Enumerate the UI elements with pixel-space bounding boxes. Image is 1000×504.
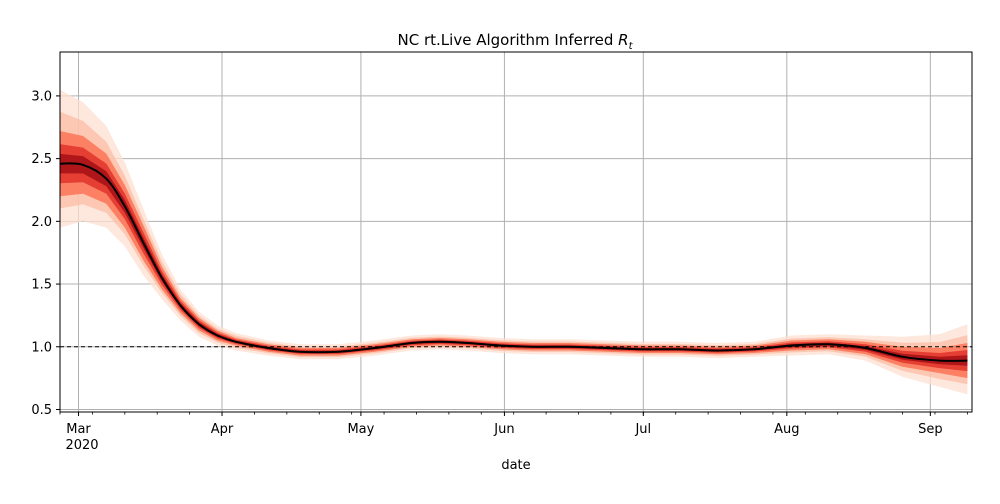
y-tick-label: 2.5 xyxy=(31,152,52,167)
x-axis: Mar Apr May Jun Jul Aug Sep xyxy=(59,412,968,437)
plot-frame xyxy=(59,51,973,413)
x-tick-label: Mar xyxy=(66,422,91,437)
y-tick-label: 0.5 xyxy=(31,403,52,418)
x-tick-label: Apr xyxy=(211,422,234,437)
y-tick-label: 1.0 xyxy=(31,340,52,355)
median-line-layer xyxy=(59,162,968,362)
x-tick-label: Sep xyxy=(918,422,943,437)
credible-band xyxy=(60,89,968,395)
y-axis: 0.5 1.0 1.5 2.0 2.5 3.0 xyxy=(31,89,60,418)
grid-layer xyxy=(60,52,972,412)
x-year-label: 2020 xyxy=(65,438,98,453)
x-tick-label: Jul xyxy=(634,422,651,437)
x-tick-label: May xyxy=(347,422,374,437)
x-axis-label: date xyxy=(501,458,530,473)
x-tick-label: Aug xyxy=(774,422,799,437)
chart-title: NC rt.Live Algorithm Inferred Rt xyxy=(398,31,634,52)
y-tick-label: 1.5 xyxy=(31,278,52,293)
x-tick-label: Jun xyxy=(493,422,514,437)
rt-median-line xyxy=(59,162,968,362)
credible-interval-bands xyxy=(60,89,968,395)
y-tick-label: 3.0 xyxy=(31,89,52,104)
credible-band xyxy=(60,144,968,372)
y-tick-label: 2.0 xyxy=(31,215,52,230)
